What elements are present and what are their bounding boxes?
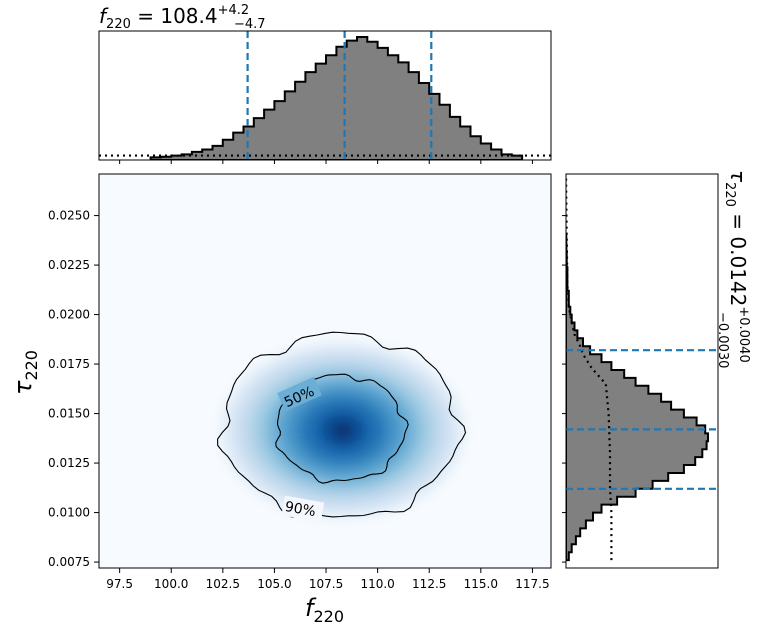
main-panel-frame xyxy=(98,173,552,569)
y-title-minus: −0.0030 xyxy=(715,312,730,368)
x-tick-label-6: 112.5 xyxy=(412,577,446,591)
right-panel-frame xyxy=(565,173,719,569)
y-title-value: 0.0142 xyxy=(726,236,750,306)
x-axis-label: f220 xyxy=(305,594,344,626)
x-tick-label-0: 97.5 xyxy=(106,577,133,591)
x-tick-label-4: 107.5 xyxy=(309,577,343,591)
x-posterior-title: f220 = 108.4+4.2 xyxy=(99,3,249,32)
contour-90 xyxy=(217,331,467,518)
y-axis-label: τ220 xyxy=(9,350,41,395)
contour-90-label: 90% xyxy=(284,499,317,520)
y-tick-label-2: 0.0125 xyxy=(48,456,90,470)
x-tick-label-7: 115.0 xyxy=(464,577,498,591)
top-panel-frame xyxy=(98,30,552,161)
x-tick-label-2: 102.5 xyxy=(206,577,240,591)
contour-50 xyxy=(275,373,409,484)
density-blob xyxy=(220,342,465,519)
y-axis-label-var: τ xyxy=(9,380,37,395)
contour-50-label-bg xyxy=(277,376,322,412)
y-title-sub: 220 xyxy=(722,182,737,207)
x-tick-label-8: 117.5 xyxy=(515,577,549,591)
y-title-plus: +0.0040 xyxy=(736,306,751,362)
density-level-7 xyxy=(330,420,355,441)
x-title-sub: 220 xyxy=(106,17,131,32)
contour-90-label-bg xyxy=(281,495,325,523)
y-axis-label-sub: 220 xyxy=(22,350,41,381)
x-marginal-histogram xyxy=(149,36,524,160)
x-tick-label-5: 110.0 xyxy=(360,577,394,591)
y-title-var: τ xyxy=(726,170,750,183)
y-posterior-title: τ220 = 0.0142+0.0040 xyxy=(722,170,751,363)
y-tick-label-7: 0.0250 xyxy=(48,209,90,223)
y-tick-label-6: 0.0225 xyxy=(48,258,90,272)
x-axis-label-sub: 220 xyxy=(313,607,344,626)
x-title-minus: −4.7 xyxy=(234,17,266,32)
y-tick-label-5: 0.0200 xyxy=(48,308,90,322)
x-title-value: 108.4 xyxy=(160,4,217,28)
right-marginal-panel xyxy=(562,173,719,569)
x-title-var: f xyxy=(99,4,109,28)
y-tick-label-0: 0.0075 xyxy=(48,555,90,569)
y-tick-label-1: 0.0100 xyxy=(48,506,90,520)
y-marginal-histogram xyxy=(566,234,709,562)
x-tick-label-3: 105.0 xyxy=(257,577,291,591)
x-title-plus: +4.2 xyxy=(218,3,250,18)
y-tick-label-4: 0.0175 xyxy=(48,357,90,371)
y-prior-line xyxy=(566,174,613,561)
y-tick-label-3: 0.0150 xyxy=(48,407,90,421)
x-tick-label-1: 100.0 xyxy=(154,577,188,591)
top-marginal-panel xyxy=(98,30,552,164)
main-density-panel: 50%90% 97.5 100.0 102.5 105.0 107.5 110.0 112.… xyxy=(48,173,552,591)
